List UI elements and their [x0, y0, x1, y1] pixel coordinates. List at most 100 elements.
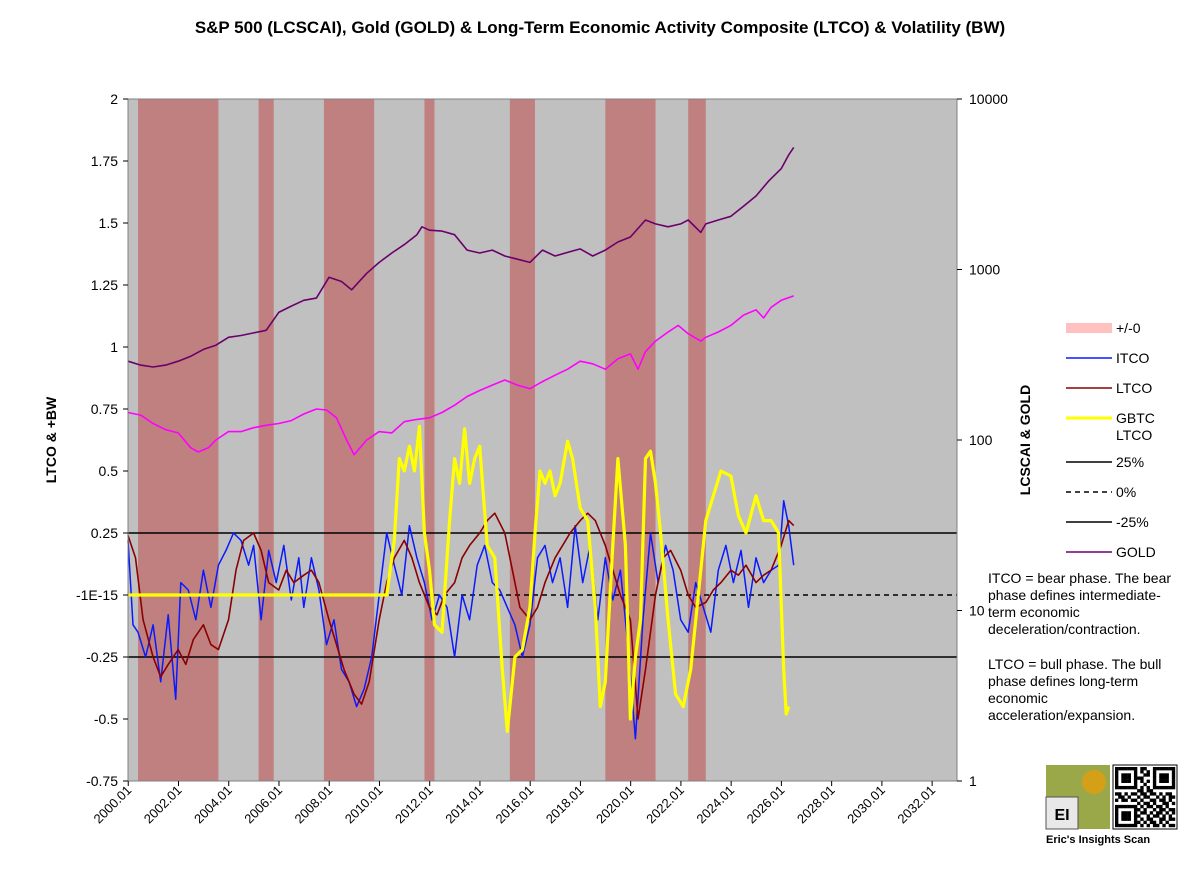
x-tick-label: 2012.01 [392, 783, 436, 827]
x-tick-label: 2022.01 [643, 783, 687, 827]
qr-module [1168, 808, 1173, 812]
bear-band-0 [138, 99, 219, 781]
qr-module [1118, 823, 1122, 828]
qr-module [1159, 798, 1163, 802]
qr-module [1171, 779, 1176, 783]
qr-module [1115, 817, 1119, 821]
qr-module [1152, 814, 1157, 818]
y-right-tick-label: 1000 [969, 262, 1000, 278]
y-right-tick-label: 10 [969, 603, 985, 619]
qr-module [1149, 798, 1154, 802]
qr-module [1133, 776, 1138, 780]
qr-module [1162, 785, 1166, 790]
qr-module [1133, 779, 1138, 783]
y-right-tick-label: 10000 [969, 91, 1008, 107]
qr-module [1168, 814, 1173, 818]
qr-module [1118, 804, 1122, 809]
qr-module [1156, 811, 1160, 815]
logo-coin [1082, 770, 1106, 794]
legend-label: 25% [1116, 454, 1144, 470]
qr-module [1115, 814, 1119, 818]
qr-module [1133, 785, 1138, 790]
qr-module [1171, 817, 1176, 821]
qr-module [1146, 823, 1150, 828]
x-tick-label: 2004.01 [191, 783, 235, 827]
qr-module [1124, 814, 1128, 818]
qr-module [1152, 820, 1157, 825]
qr-module [1171, 801, 1176, 806]
qr-module [1133, 808, 1138, 812]
qr-module [1124, 804, 1128, 809]
qr-module [1156, 814, 1160, 818]
qr-module [1149, 792, 1154, 796]
qr-module [1159, 779, 1163, 783]
qr-module [1121, 785, 1125, 790]
x-tick-label: 2016.01 [492, 783, 536, 827]
qr-module [1159, 773, 1163, 777]
qr-module [1171, 782, 1176, 787]
qr-module [1121, 776, 1125, 780]
qr-module [1127, 776, 1131, 780]
legend-label: 0% [1116, 484, 1136, 500]
qr-module [1130, 792, 1135, 796]
qr-module [1137, 808, 1141, 812]
qr-module [1130, 785, 1135, 790]
qr-module [1171, 795, 1176, 799]
qr-module [1146, 795, 1150, 799]
qr-module [1121, 779, 1125, 783]
qr-module [1162, 773, 1166, 777]
qr-module [1140, 811, 1144, 815]
qr-module [1133, 782, 1138, 787]
qr-module [1143, 773, 1147, 777]
qr-module [1159, 767, 1163, 771]
qr-module [1124, 817, 1128, 821]
qr-module [1121, 823, 1125, 828]
qr-module [1133, 804, 1138, 809]
qr-module [1127, 811, 1131, 815]
qr-module [1130, 823, 1135, 828]
series-ltco [127, 512, 795, 720]
qr-module [1149, 789, 1154, 793]
qr-module [1127, 785, 1131, 790]
qr-module [1127, 767, 1131, 771]
qr-module [1152, 798, 1157, 802]
qr-module [1152, 779, 1157, 783]
series-group [127, 146, 795, 740]
x-tick-label: 2028.01 [794, 783, 838, 827]
logo: EI [1045, 764, 1178, 830]
x-tick-label: 2002.01 [141, 783, 185, 827]
qr-module [1171, 823, 1176, 828]
qr-module [1152, 773, 1157, 777]
qr-module [1165, 792, 1169, 796]
note-bear: ITCO = bear phase. The bear phase define… [988, 570, 1172, 637]
qr-module [1115, 811, 1119, 815]
qr-module [1149, 804, 1154, 809]
legend-label: GBTC LTCO [1116, 410, 1155, 443]
qr-module [1127, 795, 1131, 799]
bear-phase-bands [138, 99, 706, 781]
qr-module [1133, 817, 1138, 821]
qr-module [1171, 808, 1176, 812]
qr-module [1171, 776, 1176, 780]
qr-module [1156, 804, 1160, 809]
qr-module [1133, 773, 1138, 777]
note-bull: LTCO = bull phase. The bull phase define… [988, 656, 1162, 723]
qr-module [1127, 804, 1131, 809]
qr-module [1159, 792, 1163, 796]
qr-module [1127, 779, 1131, 783]
qr-module [1165, 767, 1169, 771]
qr-module [1127, 823, 1131, 828]
qr-module [1140, 817, 1144, 821]
qr-module [1171, 785, 1176, 790]
x-tick-label: 2008.01 [292, 783, 336, 827]
qr-module [1124, 767, 1128, 771]
y-left-tick-label: -1E-15 [76, 587, 118, 603]
qr-module [1159, 817, 1163, 821]
qr-module [1165, 785, 1169, 790]
x-tick-label: 2010.01 [342, 783, 386, 827]
qr-module [1162, 798, 1166, 802]
qr-module [1133, 823, 1138, 828]
qr-module [1165, 776, 1169, 780]
qr-module [1168, 795, 1173, 799]
